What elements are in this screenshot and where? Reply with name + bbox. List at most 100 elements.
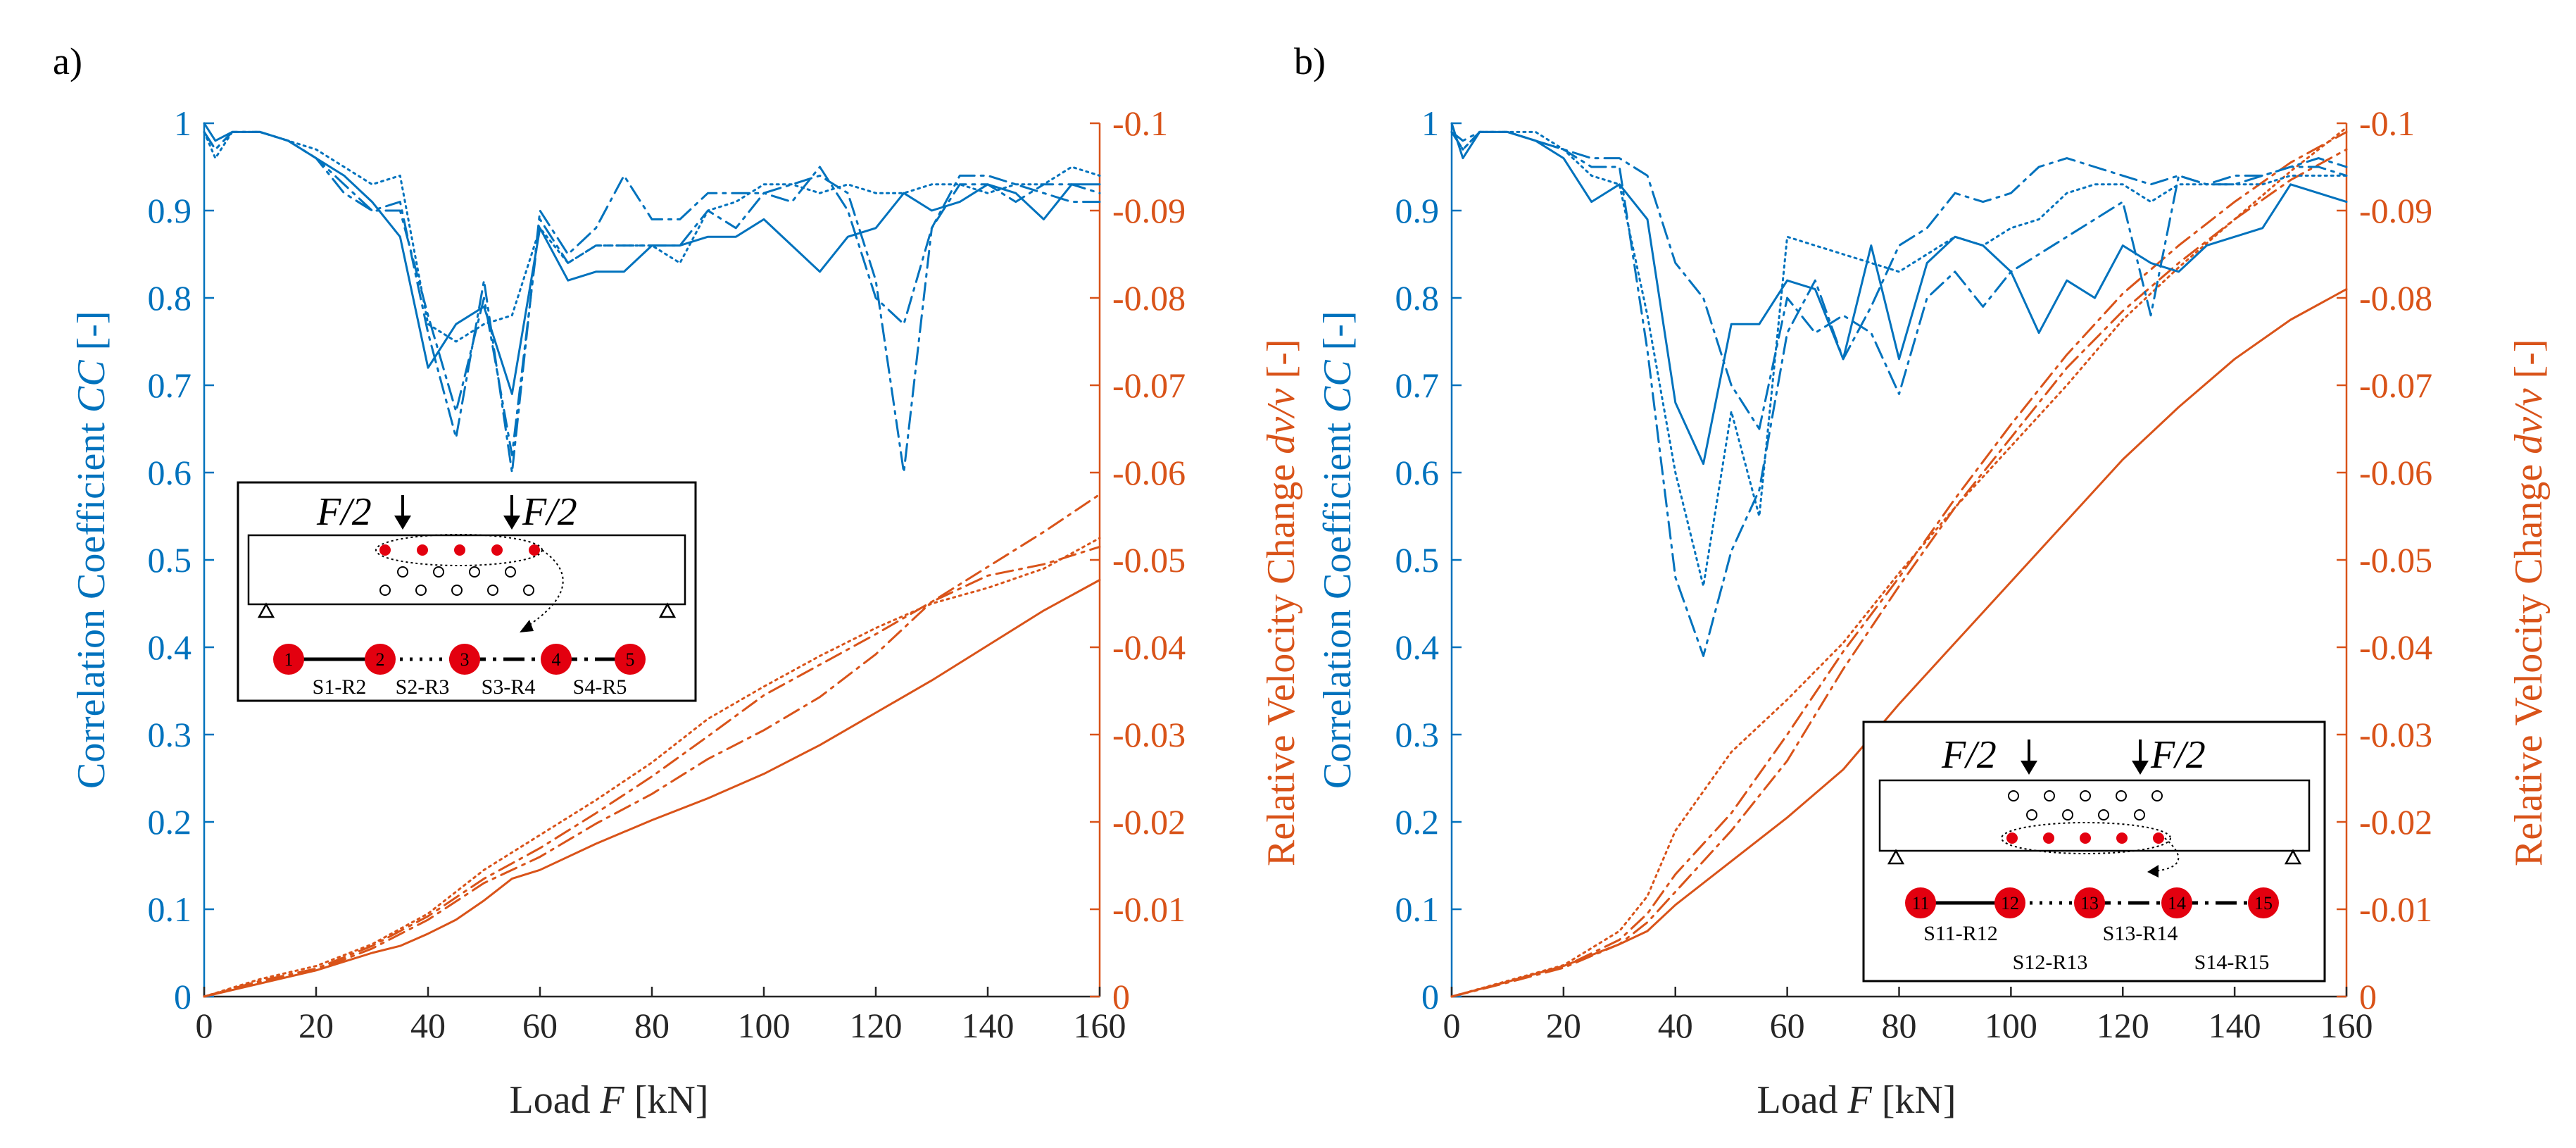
x-axis-label: Load F [kN] (1757, 1078, 1956, 1122)
right-axis-label: Relative Velocity Change dv/v [-] (2507, 339, 2551, 867)
left-tick-label: 0.2 (148, 802, 192, 842)
right-tick-label: -0.08 (2359, 278, 2432, 318)
cc-series-line-S4-R5 (203, 130, 1101, 456)
load-label-left: F/2 (1941, 733, 1997, 777)
left-axis-label: Correlation Coefficient CC [-] (70, 311, 113, 789)
panel-label: a) (53, 40, 82, 82)
svg-text:1: 1 (284, 649, 294, 670)
svg-text:15: 15 (2254, 893, 2273, 913)
left-tick-label: 0.5 (1395, 540, 1440, 580)
right-tick-label: -0.1 (1112, 104, 1168, 143)
svg-text:12: 12 (2001, 893, 2019, 913)
dvv-series-line-S1-R2 (203, 579, 1101, 998)
sensor-15: 15 (2248, 887, 2279, 918)
right-tick-label: -0.07 (2359, 366, 2432, 405)
left-tick-label: 0 (1421, 977, 1439, 1016)
cc-series-line-S11-R12 (1450, 122, 2348, 466)
x-tick-label: 80 (1882, 1006, 1917, 1045)
x-tick-label: 20 (299, 1006, 334, 1045)
sensor-11: 11 (1905, 887, 1936, 918)
arrow-icon (2147, 865, 2159, 878)
cc-series-line-S14-R15 (1450, 130, 2348, 657)
panel-b: b) 0 20 40 60 80 100 120 140 16000.10.20.30.40.5… (1294, 40, 2551, 1122)
svg-text:5: 5 (626, 649, 635, 670)
left-tick-label: 0.7 (1395, 366, 1440, 405)
x-tick-label: 0 (196, 1006, 213, 1045)
bottom-sensors (2006, 832, 2164, 844)
left-tick-label: 0.1 (148, 890, 192, 929)
pair-label: S1-R2 (313, 675, 367, 699)
right-tick-label: -0.05 (2359, 540, 2432, 580)
x-tick-label: 160 (2320, 1006, 2373, 1045)
bottom-sensors (379, 566, 534, 596)
left-tick-label: 0.5 (148, 540, 192, 580)
zoom-arrow (524, 549, 564, 629)
top-sensors (2008, 790, 2163, 821)
left-tick-label: 0.7 (148, 366, 192, 405)
right-tick-label: -0.06 (1112, 453, 1186, 492)
left-tick-label: 0.1 (1395, 890, 1440, 929)
left-tick-label: 0.6 (1395, 453, 1440, 492)
left-tick-label: 0.8 (1395, 278, 1440, 318)
cc-series-line-S13-R14 (1450, 130, 2348, 430)
pair-label: S13-R14 (2103, 922, 2178, 945)
dvv-series-line-S14-R15 (1450, 130, 2348, 998)
right-tick-label: -0.09 (2359, 191, 2432, 230)
dvv-series-line-S13-R14 (1450, 148, 2348, 998)
panel-label: b) (1294, 40, 1326, 82)
pair-label: S4-R5 (573, 675, 627, 699)
sensor-13: 13 (2074, 887, 2105, 918)
right-tick-label: -0.04 (1112, 628, 1186, 667)
sensor-2: 2 (365, 644, 396, 675)
left-tick-label: 0.8 (148, 278, 192, 318)
pair-label: S2-R3 (396, 675, 450, 699)
x-tick-label: 100 (1985, 1006, 2037, 1045)
sensor-1: 1 (273, 644, 304, 675)
support-triangle-icon (2284, 849, 2302, 865)
top-sensors (379, 544, 540, 556)
right-tick-label: -0.07 (1112, 366, 1186, 405)
arrow-down-icon (503, 516, 520, 530)
pair-label: S14-R15 (2194, 951, 2270, 974)
plot-area: 0 20 40 60 80 100 120 140 16000.10.20.30.40.50.6… (1395, 104, 2433, 1045)
left-tick-label: 0.6 (148, 453, 192, 492)
arrow-down-icon (394, 516, 411, 530)
sensor-14: 14 (2161, 887, 2192, 918)
beam (1878, 779, 2311, 852)
load-label-right: F/2 (2150, 733, 2206, 777)
support-triangle-icon (257, 602, 275, 618)
right-tick-label: -0.04 (2359, 628, 2432, 667)
load-label-right: F/2 (522, 490, 577, 534)
right-tick-label: -0.03 (1112, 715, 1186, 754)
right-tick-label: 0 (2359, 977, 2377, 1016)
right-tick-label: -0.08 (1112, 278, 1186, 318)
svg-text:11: 11 (1911, 893, 1929, 913)
support-triangle-icon (658, 602, 677, 618)
arrow-icon (520, 620, 534, 632)
left-tick-label: 0.9 (148, 191, 192, 230)
left-tick-label: 1 (1421, 104, 1439, 143)
svg-text:2: 2 (376, 649, 385, 670)
panel-a: a) 0 20 40 60 80 100 120 140 16000.10.20.30.40.5… (53, 40, 1303, 1122)
right-tick-label: -0.03 (2359, 715, 2432, 754)
left-tick-label: 0.3 (1395, 715, 1440, 754)
cc-series-line-S12-R13 (1450, 130, 2348, 587)
x-tick-label: 120 (2097, 1006, 2149, 1045)
right-tick-label: -0.09 (1112, 191, 1186, 230)
x-tick-label: 140 (2209, 1006, 2261, 1045)
support-triangle-icon (1887, 849, 1905, 865)
x-tick-label: 120 (850, 1006, 903, 1045)
x-tick-label: 60 (1770, 1006, 1805, 1045)
left-tick-label: 0.4 (148, 628, 192, 667)
x-tick-label: 100 (738, 1006, 791, 1045)
x-tick-label: 160 (1074, 1006, 1126, 1045)
beam (247, 534, 686, 606)
sensor-3: 3 (449, 644, 480, 675)
svg-text:14: 14 (2168, 893, 2186, 913)
x-tick-label: 140 (962, 1006, 1014, 1045)
dvv-series-line-S3-R4 (203, 493, 1101, 998)
right-tick-label: -0.01 (2359, 890, 2432, 929)
svg-text:13: 13 (2080, 893, 2099, 913)
inset-diagram: F/2 F/2 (1862, 720, 2326, 982)
